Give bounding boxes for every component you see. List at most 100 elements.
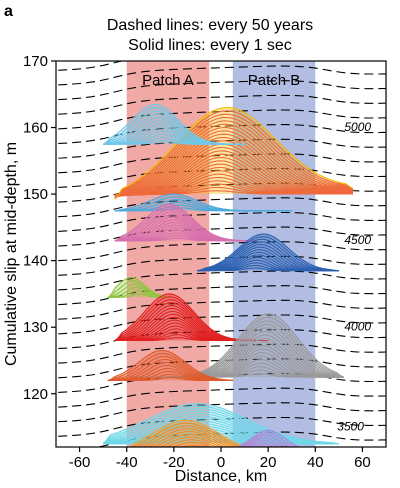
slip-profile-line xyxy=(114,143,353,198)
slip-profile-line xyxy=(114,130,354,199)
x-axis-title: Distance, km xyxy=(175,468,267,485)
slip-profile-line xyxy=(114,193,292,212)
slip-profile-line xyxy=(114,146,353,198)
year-label: 3500 xyxy=(337,419,364,433)
slip-profile-line xyxy=(114,113,354,200)
interseismic-line xyxy=(56,65,386,86)
slip-profile-line xyxy=(197,241,339,272)
slip-profile-line xyxy=(164,439,218,447)
slip-profile-line xyxy=(233,448,315,450)
slip-profile-line xyxy=(114,127,354,199)
slip-profile-line xyxy=(114,116,354,199)
interseismic-line xyxy=(56,329,386,350)
patch-label-a: Patch A xyxy=(142,72,194,89)
slip-profile-line xyxy=(141,428,235,447)
coseismic-events xyxy=(102,103,354,454)
interseismic-dashed-lines xyxy=(56,61,386,447)
interseismic-line xyxy=(56,372,386,394)
interseismic-line xyxy=(56,343,386,364)
y-tick-label: 150 xyxy=(23,186,48,203)
slip-profile-line xyxy=(102,413,339,445)
interseismic-line xyxy=(56,138,386,159)
x-tick-label: 0 xyxy=(217,454,225,471)
interseismic-line xyxy=(56,80,386,101)
annotation-layer: Patch A Patch B 5000 4500 4000 3500 xyxy=(142,72,371,433)
x-tick-label: 60 xyxy=(354,454,371,471)
coseismic-event xyxy=(114,293,269,342)
interseismic-line xyxy=(56,197,386,218)
x-tick-label: -40 xyxy=(116,454,138,471)
interseismic-line xyxy=(56,255,386,276)
slip-profile-line xyxy=(102,103,245,145)
interseismic-line xyxy=(56,285,386,306)
slip-profile-line xyxy=(114,136,353,198)
slip-profile-line xyxy=(197,233,339,272)
slip-profile-line xyxy=(114,293,269,342)
slip-profile-line xyxy=(102,408,339,445)
coseismic-event xyxy=(114,107,354,200)
interseismic-line xyxy=(56,299,386,320)
interseismic-line xyxy=(56,211,386,233)
y-axis-title: Cumulative slip at mid-depth, m xyxy=(3,142,20,366)
slip-profile-line xyxy=(114,133,353,199)
header-line-1: Dashed lines: every 50 years xyxy=(107,17,313,34)
slip-profile-line xyxy=(102,415,339,445)
slip-profile-line xyxy=(114,123,354,199)
interseismic-line xyxy=(56,241,386,262)
interseismic-line xyxy=(56,314,386,335)
x-tick-label: 40 xyxy=(307,454,324,471)
slip-profile-line xyxy=(131,313,344,378)
slip-profile-line xyxy=(107,280,170,298)
y-tick-label: 130 xyxy=(23,319,48,336)
slip-profile-line xyxy=(114,140,353,198)
slip-profile-line xyxy=(107,352,233,381)
y-tick-label: 170 xyxy=(23,53,48,70)
interseismic-line xyxy=(56,226,386,247)
panel-label: a xyxy=(4,3,13,20)
interseismic-line xyxy=(56,124,386,145)
x-tick-label: -20 xyxy=(163,454,185,471)
slip-profile-line xyxy=(107,283,170,298)
slip-profile-line xyxy=(107,358,233,381)
slip-profile-line xyxy=(240,434,292,447)
slip-profile-line xyxy=(158,436,223,447)
year-label: 5000 xyxy=(344,120,371,134)
slip-profile-line xyxy=(114,107,354,200)
slip-profile-line xyxy=(102,410,339,445)
slip-profile-line xyxy=(102,405,339,445)
coseismic-event xyxy=(107,349,233,381)
y-axis-ticks: 120 130 140 150 160 170 xyxy=(23,53,56,403)
x-axis-ticks: -60 -40 -20 0 20 40 60 xyxy=(69,447,371,471)
x-tick-label: 20 xyxy=(260,454,277,471)
slip-profile-line xyxy=(197,236,339,272)
slip-profile-line xyxy=(102,403,339,445)
coseismic-event xyxy=(131,313,344,378)
patch-band-a xyxy=(126,61,210,447)
slip-profile-line xyxy=(197,238,339,272)
coseismic-event xyxy=(114,203,257,242)
y-tick-label: 140 xyxy=(23,253,48,270)
slip-profile-line xyxy=(127,448,292,454)
interseismic-line xyxy=(56,387,386,408)
header-line-2: Solid lines: every 1 sec xyxy=(128,37,292,54)
event-fill xyxy=(103,104,245,145)
event-fill xyxy=(131,420,246,447)
slip-profile-line xyxy=(237,429,302,447)
slip-profile-line xyxy=(245,439,282,447)
coseismic-event xyxy=(102,103,245,145)
interseismic-line xyxy=(56,168,386,189)
interseismic-line xyxy=(56,153,386,174)
slip-profile-line xyxy=(114,203,257,242)
slip-profile-line xyxy=(135,425,240,447)
interseismic-line xyxy=(56,270,386,291)
slip-profile-line xyxy=(107,349,233,381)
coseismic-event xyxy=(127,419,292,454)
coseismic-event xyxy=(114,193,292,212)
interseismic-line xyxy=(56,109,386,130)
year-label: 4000 xyxy=(344,320,371,334)
interseismic-line xyxy=(56,94,386,115)
patch-label-b: Patch B xyxy=(248,72,301,89)
interseismic-line xyxy=(56,61,125,71)
coseismic-event xyxy=(197,233,339,272)
